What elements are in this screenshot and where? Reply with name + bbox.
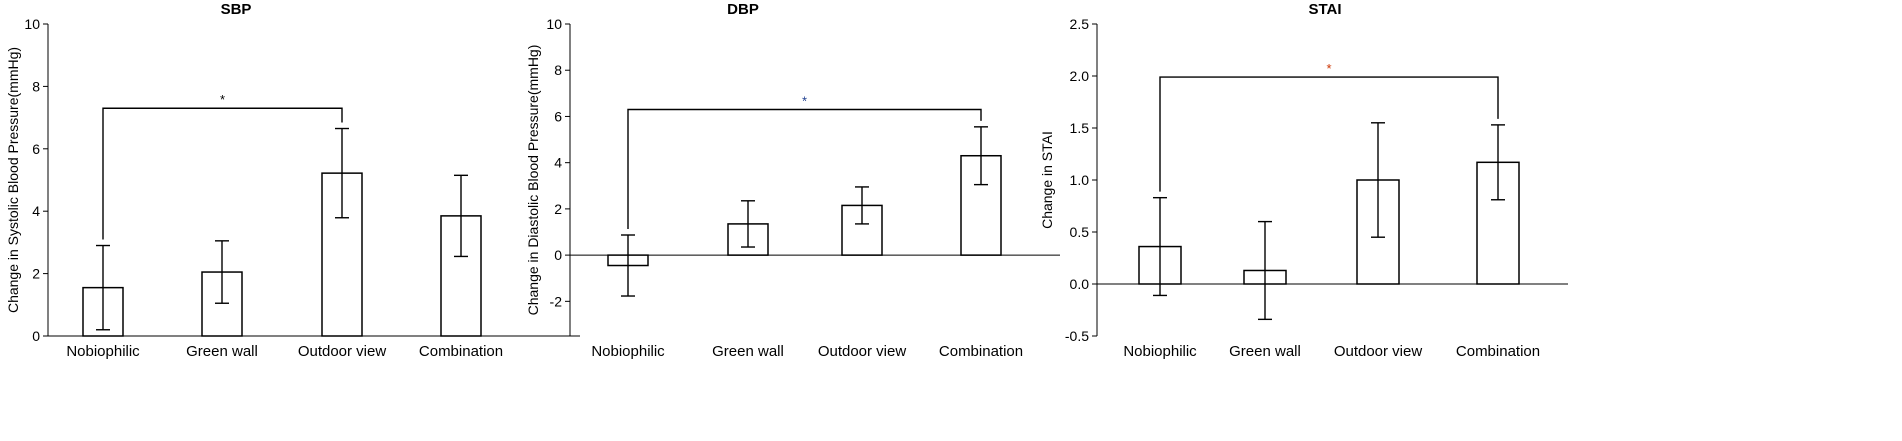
x-tick-label-green-wall: Green wall [712,343,784,360]
y-tick-label: 0 [554,247,562,263]
y-tick-label: 10 [546,16,562,32]
error-bar-combination [1491,124,1505,201]
x-tick-label-nobiophilic: Nobiophilic [1123,343,1197,360]
x-tick-label-green-wall: Green wall [1229,343,1301,360]
error-bar-green-wall [215,240,229,304]
chart-title: STAI [1308,1,1341,18]
x-tick-label-nobiophilic: Nobiophilic [66,343,140,360]
panel-sbp: SBP Change in Systolic Blood Pressure(mmH… [5,1,580,360]
y-axis-label: Change in STAI [1039,131,1055,229]
error-bar-outdoor-view [335,127,349,219]
y-tick-label: -0.5 [1065,328,1089,344]
error-bar-outdoor-view [855,186,869,225]
y-tick-label: 6 [554,108,562,124]
y-tick-label: 2 [32,266,40,282]
y-tick-label: 0.0 [1070,276,1090,292]
y-tick-label: -2 [550,293,563,309]
y-tick-label: 4 [32,203,40,219]
error-bar-combination [454,174,468,258]
error-bar-nobiophilic [621,234,635,297]
y-tick-label: 4 [554,155,562,171]
y-tick-label: 10 [24,16,40,32]
chart-title: DBP [727,1,759,18]
x-tick-label-outdoor-view: Outdoor view [818,343,907,360]
x-tick-label-outdoor-view: Outdoor view [298,343,387,360]
x-tick-label-outdoor-view: Outdoor view [1334,343,1423,360]
x-tick-label-nobiophilic: Nobiophilic [591,343,665,360]
error-bar-green-wall [1258,220,1272,321]
x-tick-label-green-wall: Green wall [186,343,258,360]
error-bar-combination [974,126,988,186]
error-bar-nobiophilic [1153,196,1167,297]
significance-bracket [102,107,343,240]
significance-marker: * [1326,61,1331,76]
error-bar-outdoor-view [1371,122,1385,238]
significance-bracket [627,108,982,230]
y-tick-label: 2.5 [1070,16,1090,32]
y-tick-label: 0.5 [1070,224,1090,240]
x-tick-label-combination: Combination [419,343,503,360]
y-axis-label: Change in Systolic Blood Pressure(mmHg) [5,47,21,313]
error-bar-nobiophilic [96,244,110,331]
x-tick-label-combination: Combination [1456,343,1540,360]
x-tick-label-combination: Combination [939,343,1023,360]
significance-bracket [1159,76,1499,192]
y-tick-label: 8 [32,78,40,94]
y-tick-label: 1.5 [1070,120,1090,136]
y-axis-label: Change in Diastolic Blood Pressure(mmHg) [525,45,541,316]
significance-marker: * [220,92,225,107]
y-tick-label: 2.0 [1070,68,1090,84]
error-bar-green-wall [741,200,755,248]
significance-marker: * [802,94,807,109]
chart-title: SBP [221,1,252,18]
y-tick-label: 1.0 [1070,172,1090,188]
panel-stai: STAI Change in STAI -0.5 0.0 0.5 1.0 1.5 2.0 2.5… [1039,1,1568,360]
y-tick-label: 6 [32,141,40,157]
y-tick-label: 8 [554,62,562,78]
y-tick-label: 0 [32,328,40,344]
y-tick-label: 2 [554,201,562,217]
panel-dbp: DBP Change in Diastolic Blood Pressure(mm… [525,1,1060,360]
